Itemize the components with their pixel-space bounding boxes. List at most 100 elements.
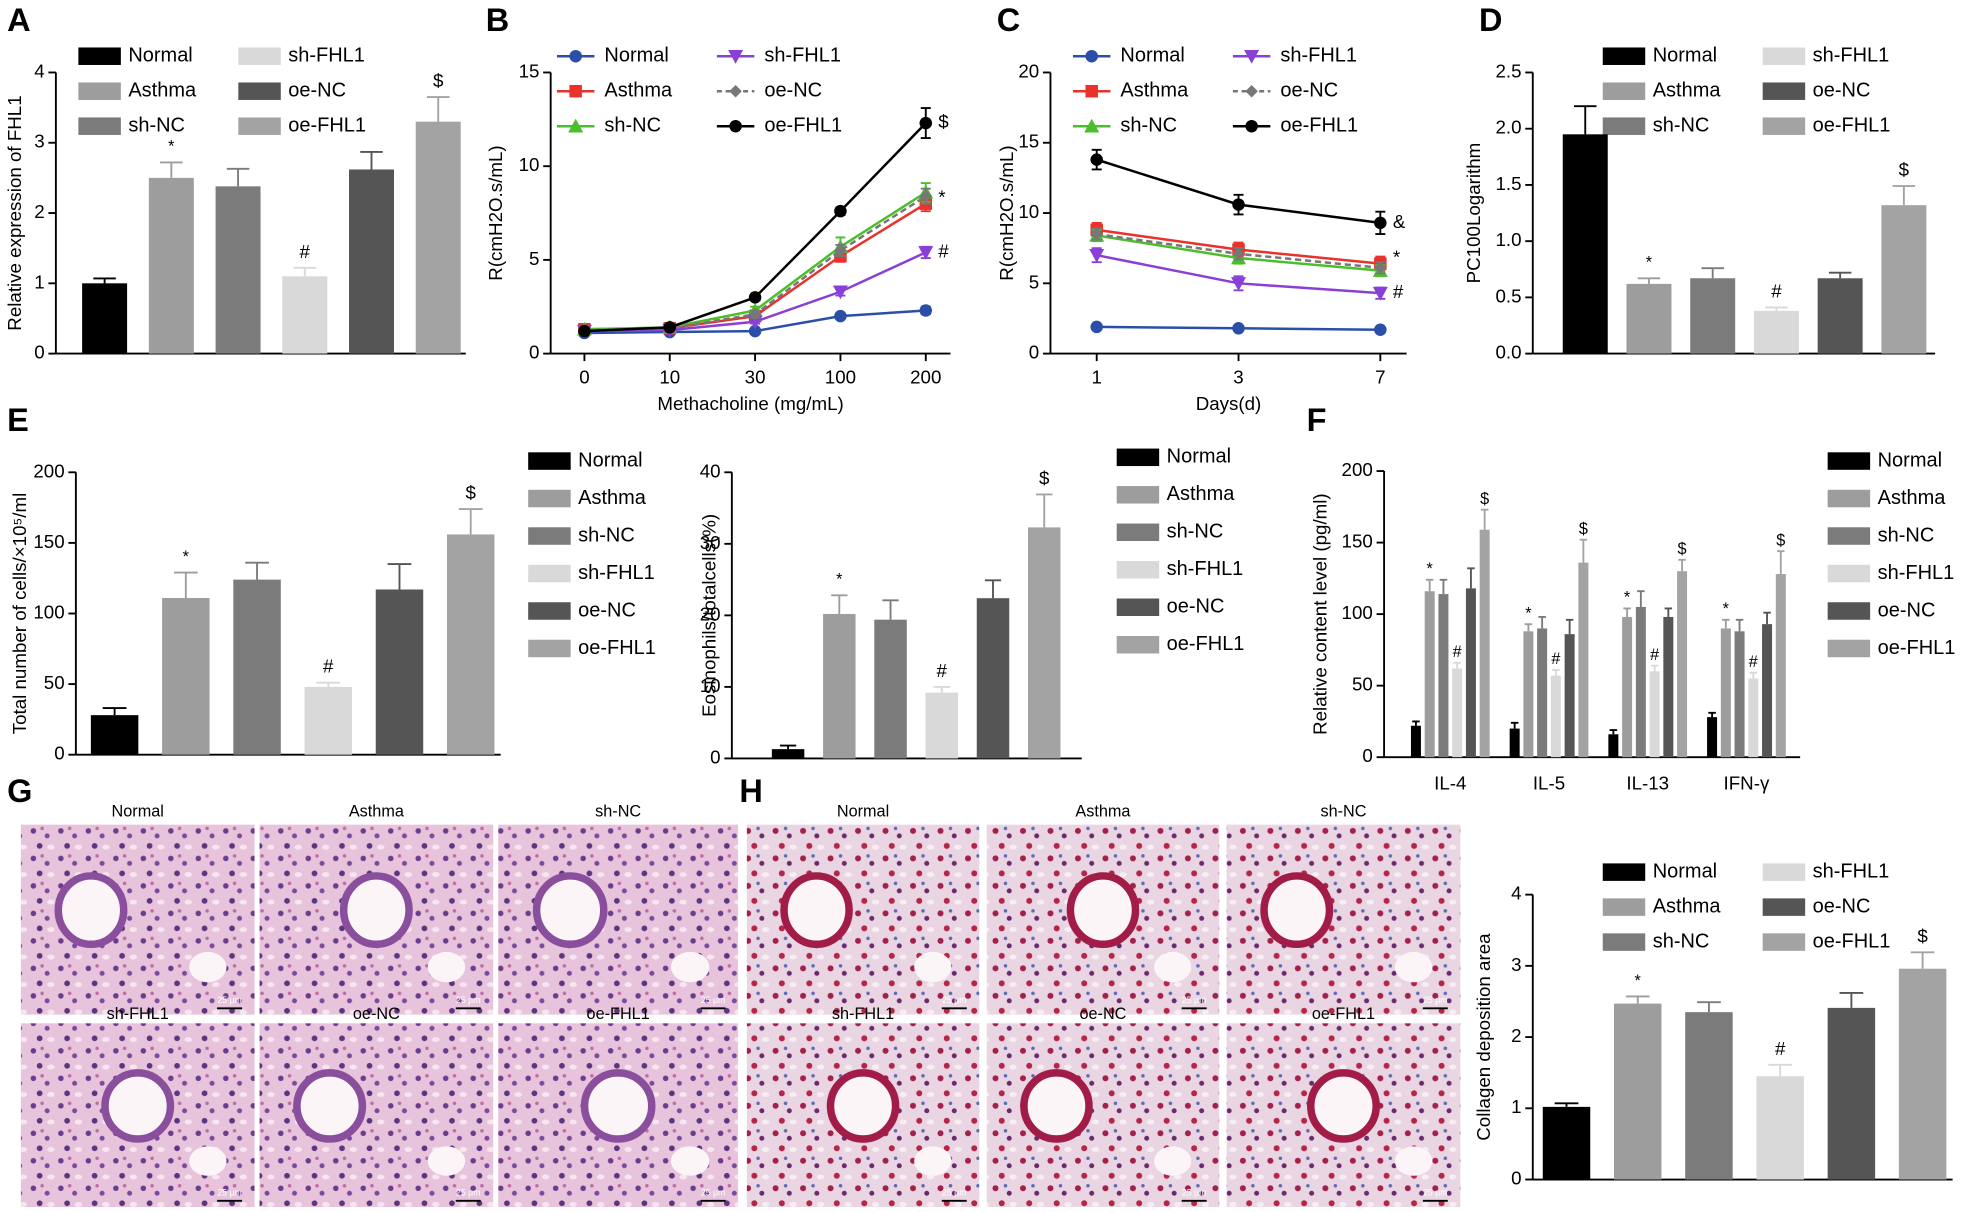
legend-swatch: [1116, 561, 1160, 579]
micrograph-lumen: [1307, 1069, 1380, 1143]
scale-bar-label: 25 µm: [942, 995, 966, 1005]
legend-swatch: [238, 117, 281, 135]
bar: [1509, 728, 1520, 758]
legend-swatch: [78, 82, 121, 100]
error-bar: [933, 685, 950, 693]
marker: [834, 204, 847, 218]
micrograph-label: Normal: [112, 802, 164, 820]
legend-label: sh-NC: [604, 114, 661, 136]
x-tick-label: 30: [745, 367, 766, 388]
y-tick-label: 4: [1511, 883, 1521, 904]
marker: [1374, 323, 1387, 336]
legend-swatch: [1602, 82, 1646, 100]
scale-bar-label: 25 µm: [456, 1188, 480, 1198]
error-bar: [1664, 607, 1673, 617]
x-tick-label: 100: [825, 367, 856, 388]
x-tick-label: 0: [579, 367, 589, 388]
panel-letter: F: [1307, 402, 1327, 438]
bar: [1578, 562, 1589, 758]
legend-swatch: [1762, 898, 1806, 916]
bar: [1690, 278, 1736, 354]
legend-label: Asthma: [1167, 483, 1236, 505]
annotation: *: [1723, 600, 1730, 618]
error-bar: [1579, 538, 1588, 563]
bar: [1562, 134, 1608, 354]
annotation: $: [1678, 540, 1687, 558]
legend-marker: [569, 84, 582, 98]
legend-label: oe-FHL1: [1280, 114, 1358, 136]
legend-swatch: [528, 489, 571, 508]
legend-label: Asthma: [1120, 79, 1189, 101]
legend-marker: [1245, 119, 1258, 133]
legend-swatch: [528, 527, 571, 545]
legend-marker: [1085, 84, 1098, 98]
bar: [1734, 631, 1745, 758]
bar: [925, 692, 959, 759]
legend-label: sh-FHL1: [1813, 45, 1890, 67]
legend-label: oe-NC: [1878, 599, 1936, 621]
annotation: #: [1551, 650, 1560, 668]
legend-swatch: [1827, 489, 1871, 508]
micrograph-lumen: [780, 872, 853, 949]
x-tick-label: IL-13: [1626, 773, 1669, 794]
bar: [282, 276, 328, 354]
legend-swatch: [78, 47, 121, 65]
annotation: *: [183, 548, 190, 566]
y-tick-label: 0: [54, 743, 64, 764]
error-bar: [1839, 991, 1864, 1008]
bar: [1635, 606, 1646, 758]
error-bar: [1910, 951, 1935, 969]
bar: [874, 619, 907, 759]
y-tick-label: 0: [1029, 342, 1039, 363]
legend-label: sh-FHL1: [1280, 45, 1357, 67]
annotation: *: [1525, 604, 1532, 622]
error-bar: [226, 167, 250, 187]
annotation: $: [1039, 467, 1050, 488]
legend-marker: [1245, 84, 1258, 98]
y-tick-label: 0: [34, 342, 44, 363]
annotation: $: [1776, 531, 1785, 549]
bar: [375, 589, 424, 755]
annotation: *: [1624, 589, 1631, 607]
micrograph-lumen: [580, 1069, 656, 1143]
bar: [1748, 678, 1759, 758]
error-bar: [1609, 729, 1618, 735]
panel-letter: E: [7, 402, 29, 438]
legend-label: oe-NC: [1167, 596, 1225, 618]
error-bar: [426, 96, 450, 122]
y-tick-label: 2: [34, 201, 44, 222]
scale-bar-label: 25 µm: [942, 1188, 966, 1198]
legend-label: oe-FHL1: [578, 637, 656, 659]
legend-label: oe-FHL1: [288, 114, 366, 136]
bar: [1663, 616, 1674, 758]
bar: [771, 749, 805, 759]
legend-label: Asthma: [128, 79, 197, 101]
y-axis-label: Eosinophils/totalcells(%): [699, 514, 720, 717]
y-tick-label: 150: [1342, 531, 1373, 552]
annotation: #: [323, 656, 334, 677]
bar: [304, 686, 353, 755]
marker: [918, 246, 934, 260]
annotation: #: [1650, 646, 1659, 664]
error-bar: [1678, 558, 1686, 572]
error-bar: [1524, 623, 1533, 632]
error-bar: [1538, 616, 1546, 629]
micrograph-space: [189, 1146, 227, 1176]
y-tick-label: 4: [34, 60, 44, 81]
bar: [1622, 616, 1633, 758]
micrograph-label: sh-FHL1: [832, 1005, 894, 1023]
error-bar: [831, 594, 848, 614]
bar: [1613, 1003, 1662, 1180]
marker: [748, 291, 762, 304]
annotation: $: [938, 111, 949, 132]
legend-swatch: [528, 602, 571, 620]
marker: [1090, 153, 1103, 166]
error-bar: [1708, 711, 1716, 718]
legend-label: Normal: [128, 45, 192, 67]
micrograph-label: Asthma: [1075, 802, 1131, 820]
micrograph-label: sh-FHL1: [107, 1005, 169, 1023]
legend-swatch: [1762, 933, 1806, 951]
marker: [1374, 261, 1387, 275]
legend-label: Normal: [1167, 446, 1231, 468]
bar: [446, 534, 495, 755]
